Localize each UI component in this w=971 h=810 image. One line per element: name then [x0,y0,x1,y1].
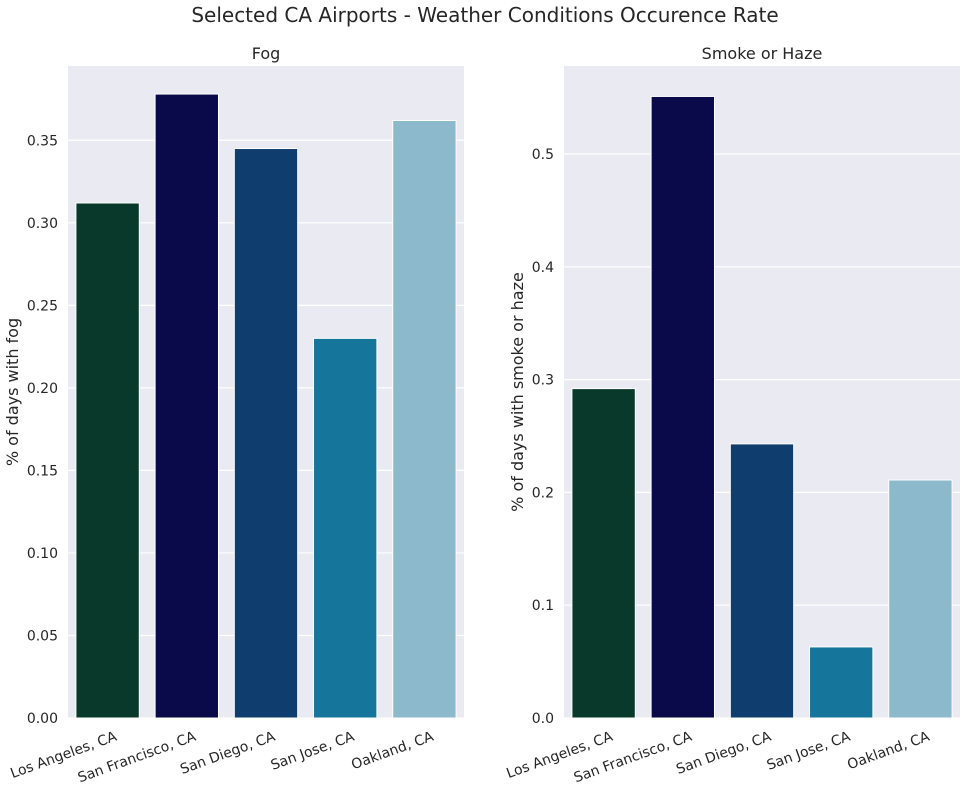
fog-y-tick-label: 0.10 [27,546,58,562]
smoke-bar [571,388,636,719]
fog-chart-title: Fog [252,44,281,63]
smoke-y-tick-label: 0.3 [532,373,554,389]
smoke-bar [729,443,795,719]
fog-y-tick-label: 0.05 [27,628,58,644]
smoke-bar [888,479,953,719]
fog-y-tick-label: 0.00 [27,711,58,727]
fog-y-axis-label: % of days with fog [3,318,22,466]
smoke-y-axis-label: % of days with smoke or haze [508,272,527,512]
smoke-y-tick-label: 0.4 [532,260,554,276]
fog-bar [154,93,219,719]
fog-y-tick-label: 0.30 [27,216,58,232]
smoke-y-tick-label: 0.2 [532,485,554,501]
figure-title: Selected CA Airports - Weather Condition… [191,3,778,27]
smoke-y-tick-label: 0.0 [532,711,554,727]
smoke-bar [809,646,874,719]
fog-x-tick-label: Oakland, CA [349,729,436,774]
fog-y-tick-label: 0.20 [27,381,58,397]
smoke-x-tick-label: Oakland, CA [845,729,932,774]
fog-bar [75,202,140,719]
fog-y-tick-label: 0.35 [27,133,58,149]
smoke-chart-title: Smoke or Haze [702,44,823,63]
fog-bar [313,337,378,719]
fog-bar [233,148,299,719]
fog-y-tick-label: 0.25 [27,298,58,314]
fog-bar [392,119,457,719]
smoke-bar [650,95,715,719]
smoke-y-tick-label: 0.1 [532,598,554,614]
smoke-x-tick-label: San Jose, CA [765,729,853,774]
fog-x-tick-label: San Jose, CA [269,729,357,774]
fog-y-tick-label: 0.15 [27,463,58,479]
smoke-y-tick-label: 0.5 [532,147,554,163]
